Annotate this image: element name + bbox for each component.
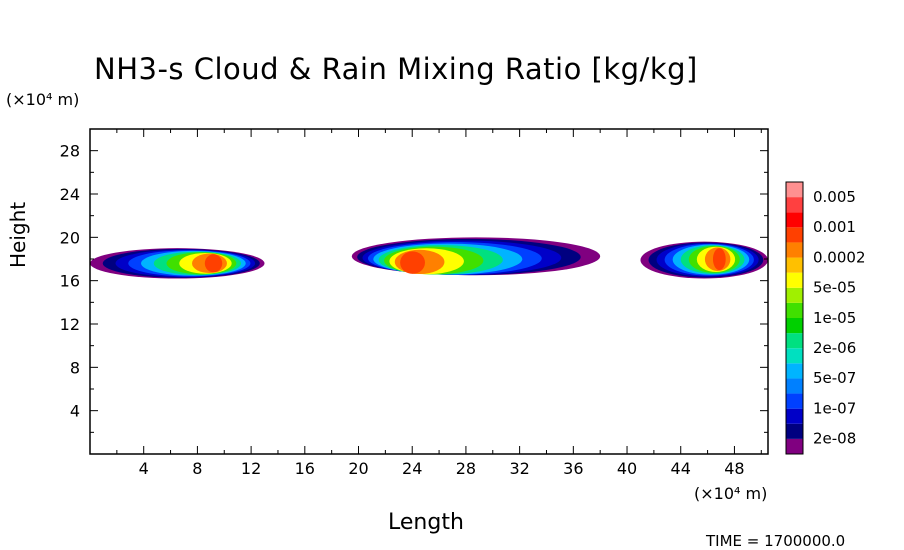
time-label: TIME = 1700000.0 — [706, 532, 846, 550]
cloud-contour — [400, 251, 425, 274]
y-tick-label: 28 — [60, 142, 80, 161]
colorbar-label: 0.005 — [813, 188, 856, 206]
x-tick-label: 32 — [509, 459, 529, 478]
x-tick-label: 12 — [241, 459, 261, 478]
y-tick-label: 8 — [70, 358, 80, 377]
x-tick-label: 40 — [617, 459, 637, 478]
plot-frame — [89, 128, 769, 455]
cloud-contour — [204, 254, 223, 273]
colorbar-swatch — [786, 182, 803, 198]
colorbar-label: 1e-07 — [813, 399, 856, 417]
cloud-contour — [712, 248, 726, 271]
colorbar-swatch — [786, 212, 803, 228]
colorbar-swatch — [786, 333, 803, 349]
x-tick-label: 48 — [724, 459, 744, 478]
x-tick-label: 4 — [139, 459, 149, 478]
x-tick-label: 8 — [192, 459, 202, 478]
colorbar-label: 5e-05 — [813, 279, 856, 297]
y-axis-unit: (×10⁴ m) — [6, 90, 80, 109]
colorbar-swatch — [786, 242, 803, 258]
y-tick-label: 12 — [60, 315, 80, 334]
colorbar-swatch — [786, 257, 803, 273]
colorbar-swatch — [786, 393, 803, 409]
colorbar-label: 1e-05 — [813, 309, 856, 327]
colorbar-swatch — [786, 363, 803, 379]
x-tick-label: 36 — [563, 459, 583, 478]
x-tick-label: 20 — [348, 459, 368, 478]
y-tick-label: 24 — [60, 185, 80, 204]
y-tick-label: 4 — [70, 402, 80, 421]
x-tick-label: 44 — [671, 459, 691, 478]
colorbar-swatch — [786, 423, 803, 439]
colorbar-label: 2e-08 — [813, 430, 856, 448]
colorbar-swatch — [786, 197, 803, 213]
colorbar-frame — [785, 181, 804, 455]
x-tick-label: 24 — [402, 459, 422, 478]
x-axis-label: Length — [388, 510, 464, 535]
colorbar-swatch — [786, 272, 803, 288]
colorbar-label: 0.0002 — [813, 248, 866, 266]
x-tick-label: 28 — [456, 459, 476, 478]
colorbar-label: 5e-07 — [813, 369, 856, 387]
colorbar-swatch — [786, 438, 803, 454]
y-axis-label: Height — [6, 201, 30, 268]
colorbar-swatch — [786, 318, 803, 334]
colorbar-swatch — [786, 348, 803, 364]
chart-title: NH3-s Cloud & Rain Mixing Ratio [kg/kg] — [94, 52, 698, 86]
colorbar-label: 0.001 — [813, 218, 856, 236]
colorbar-swatch — [786, 287, 803, 303]
colorbar-swatch — [786, 227, 803, 243]
x-tick-label: 16 — [295, 459, 315, 478]
colorbar-swatch — [786, 378, 803, 394]
colorbar-swatch — [786, 408, 803, 424]
y-tick-label: 16 — [60, 272, 80, 291]
colorbar-swatch — [786, 302, 803, 318]
colorbar-label: 2e-06 — [813, 339, 856, 357]
x-axis-unit: (×10⁴ m) — [694, 484, 768, 503]
y-tick-label: 20 — [60, 228, 80, 247]
